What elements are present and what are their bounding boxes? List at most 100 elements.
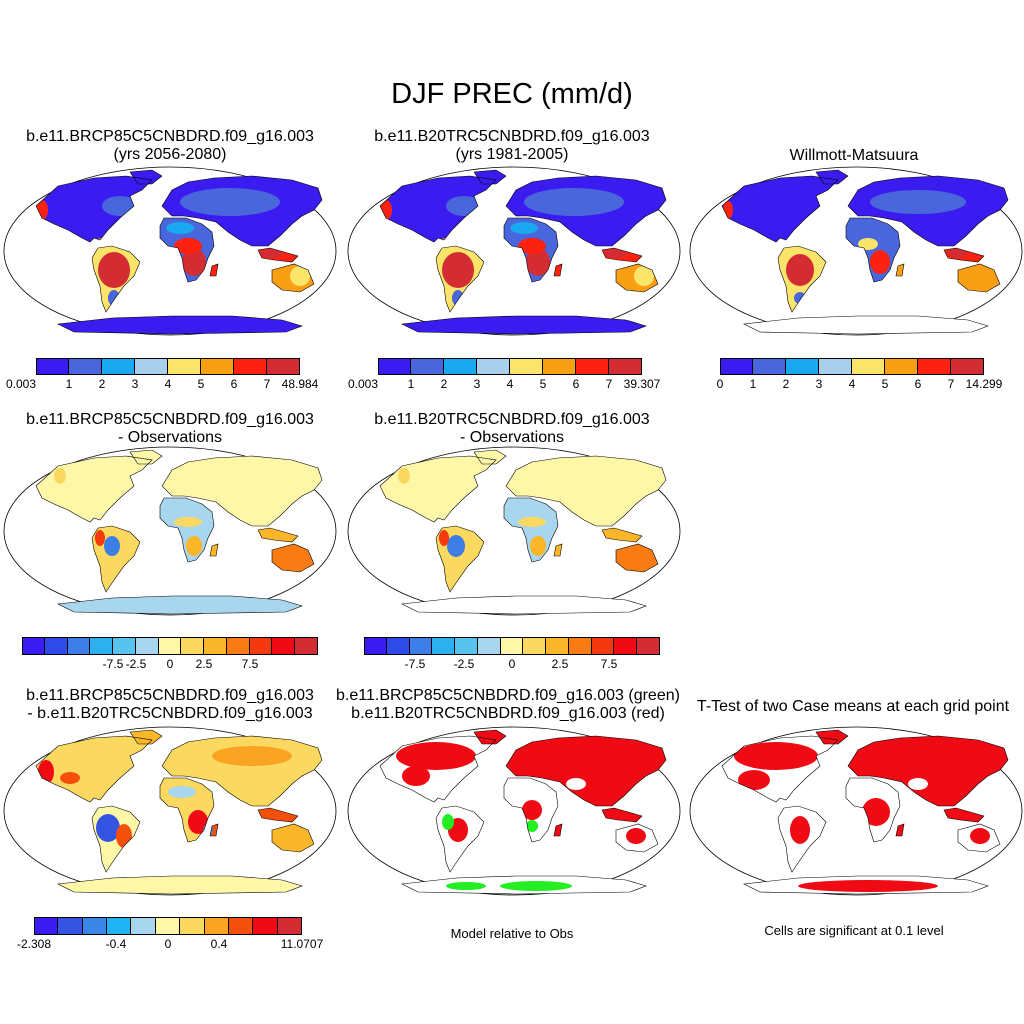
map-field-region (634, 266, 654, 286)
map-field-region (166, 222, 194, 234)
coastline (159, 777, 215, 843)
coastline (505, 175, 667, 247)
map-field-region (439, 530, 449, 546)
colorbar-swatch (591, 637, 615, 655)
panel-6-colorbar (34, 917, 302, 935)
map-field-region (518, 517, 546, 527)
coastline (505, 735, 667, 807)
coastline (615, 263, 659, 293)
coastline (957, 823, 1001, 853)
coastline (159, 217, 215, 283)
colorbar-swatch (204, 917, 229, 935)
landmass-au (272, 824, 314, 852)
panel-8-caption: Cells are significant at 0.1 level (764, 923, 944, 938)
landmass-sea (258, 528, 298, 542)
colorbar-swatch (135, 358, 168, 375)
cbar-label: 0 (164, 937, 172, 951)
colorbar-swatch (113, 637, 136, 655)
cbar-label: 2.5 (551, 657, 569, 671)
colorbar-swatch (131, 917, 156, 935)
landmass-eu (162, 456, 322, 526)
cbar-label: 0.4 (210, 937, 228, 951)
coastline (777, 805, 827, 873)
colorbar-swatch (155, 917, 181, 935)
landmass-eu (506, 456, 666, 526)
colorbar-swatch (411, 358, 444, 375)
cbar-label: -2.5 (453, 657, 475, 671)
coastline (209, 263, 219, 277)
cbar-label: -7.5 (102, 657, 124, 671)
colorbar-swatch (135, 637, 159, 655)
panel-8-map (689, 726, 1023, 896)
coastline (615, 823, 659, 853)
landmass-na (380, 176, 496, 242)
cbar-label: 2.5 (195, 657, 213, 671)
cbar-label: -7.5 (404, 657, 426, 671)
map-field-region (290, 266, 310, 286)
map-field-region (212, 746, 292, 766)
colorbar-swatch (253, 917, 278, 935)
cbar-label: -2.5 (125, 657, 147, 671)
landmass-an (58, 876, 302, 894)
coastline (815, 729, 849, 745)
coastline (503, 217, 559, 283)
coastline (91, 805, 141, 873)
colorbar-swatch (378, 358, 411, 375)
coastline (742, 315, 989, 335)
colorbar-swatch (272, 637, 296, 655)
landmass-an (402, 316, 646, 334)
colorbar-swatch (204, 637, 227, 655)
coastline (777, 245, 827, 313)
colorbar-frame (34, 917, 302, 935)
cbar-label: 4 (164, 377, 172, 391)
cbar-label: 2 (782, 377, 790, 391)
cbar-label: 3 (815, 377, 823, 391)
panel-2-title-line1: b.e11.B20TRC5CNBDRD.f09_g16.003 (374, 128, 650, 145)
colorbar-swatch (852, 358, 885, 375)
map-field-region (786, 254, 814, 286)
colorbar-swatch (58, 917, 83, 935)
colorbar-swatch (22, 637, 45, 655)
cbar-label: 14.299 (965, 377, 1003, 391)
panel-4-map (3, 446, 337, 616)
coastline (553, 823, 563, 837)
panel-1-title-line2: (yrs 2056-2080) (113, 146, 227, 163)
map-field-region (870, 250, 890, 274)
panel-4-title: b.e11.BRCP85C5CNBDRD.f09_g16.003 - Obser… (0, 411, 340, 447)
colorbar-swatch (36, 358, 69, 375)
coastline (91, 525, 141, 593)
map-field-region (518, 238, 546, 254)
colorbar-swatch (249, 637, 273, 655)
coastline (209, 543, 219, 557)
coastline (553, 543, 563, 557)
colorbar-swatch (90, 637, 114, 655)
coastline (742, 875, 989, 895)
map-field-region (978, 270, 998, 286)
panel-3-title-line1: Willmott-Matsuura (789, 147, 919, 164)
map-field-region (790, 816, 810, 844)
panel-7-map (347, 726, 681, 896)
coastline (435, 245, 485, 313)
coastline (56, 315, 303, 335)
panel-7-caption: Model relative to Obs (450, 926, 574, 941)
cbar-label: 3 (131, 377, 139, 391)
map-field-region (510, 222, 538, 234)
landmass-sea (602, 528, 642, 542)
coastline (379, 455, 497, 523)
panel-1-colorbar (36, 358, 300, 375)
map-field-region (526, 820, 538, 832)
panel-5-title-line2: - Observations (459, 429, 565, 446)
map-field-region (862, 798, 890, 826)
cbar-label: 7.5 (600, 657, 618, 671)
panel-1-map (3, 166, 337, 336)
coastline (503, 497, 559, 563)
map-field-region (264, 811, 280, 821)
coastline (505, 455, 667, 527)
map-field-region (858, 238, 878, 250)
map-field-region (734, 742, 818, 770)
panel-4-colorbar (22, 637, 318, 655)
colorbar-swatch (409, 637, 433, 655)
panel-3-map (689, 166, 1023, 336)
coastline (56, 595, 303, 615)
cbar-label: 11.0707 (280, 937, 324, 951)
